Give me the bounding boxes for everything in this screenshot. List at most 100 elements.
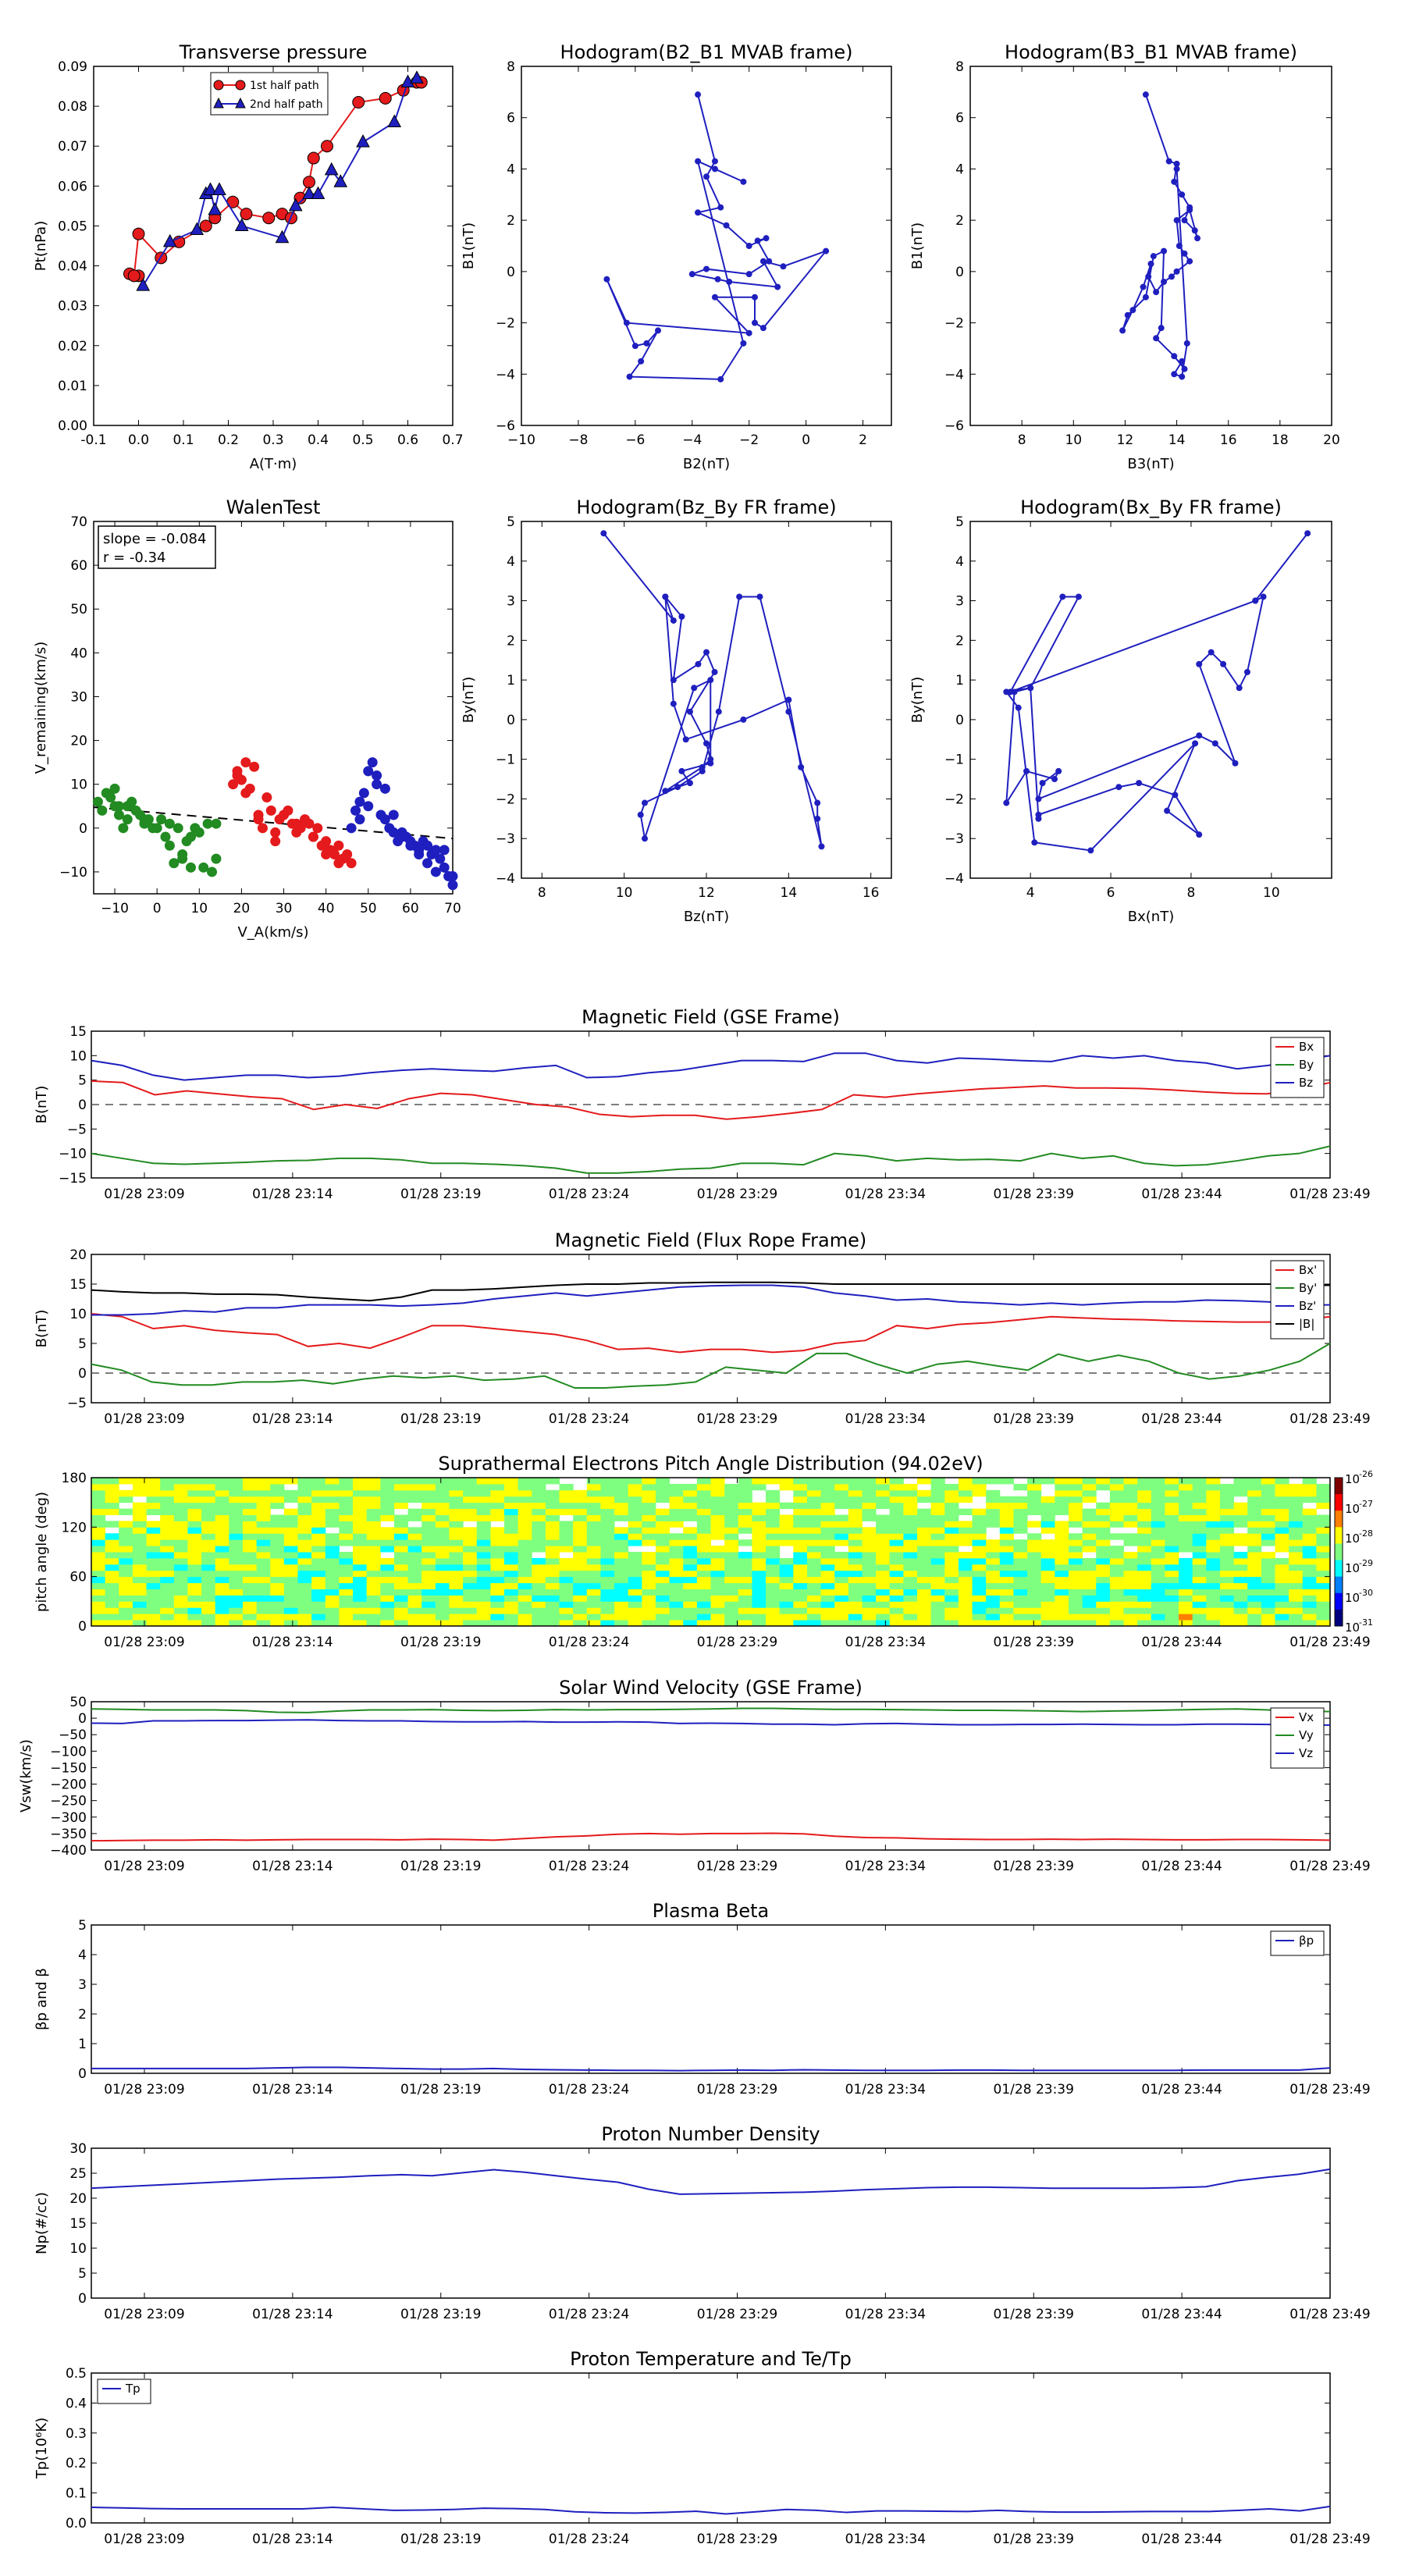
data-point xyxy=(346,823,357,834)
legend-label: Bx' xyxy=(1299,1263,1317,1277)
heatmap-cell xyxy=(642,1601,656,1608)
y-tick-label: 0.1 xyxy=(66,2486,87,2502)
heatmap-cell xyxy=(903,1527,918,1534)
y-tick-label: 25 xyxy=(69,2166,87,2182)
heatmap-cell xyxy=(710,1564,725,1571)
heatmap-cell xyxy=(215,1614,229,1621)
heatmap-cell xyxy=(655,1614,670,1621)
heatmap-cell xyxy=(793,1521,808,1528)
heatmap-cell xyxy=(366,1564,381,1571)
heatmap-cell xyxy=(972,1564,987,1571)
heatmap-cell xyxy=(986,1546,1001,1553)
heatmap-cell xyxy=(504,1539,519,1546)
heatmap-cell xyxy=(545,1620,560,1627)
heatmap-cell xyxy=(1192,1582,1207,1589)
heatmap-cell xyxy=(380,1595,395,1602)
x-tick-label: 18 xyxy=(1272,432,1289,448)
heatmap-cell xyxy=(958,1496,973,1503)
heatmap-cell xyxy=(1123,1533,1138,1540)
heatmap-cell xyxy=(1179,1620,1193,1627)
heatmap-cell xyxy=(325,1521,340,1528)
data-point xyxy=(723,222,730,229)
colorbar-tick: 10 xyxy=(1345,1472,1360,1486)
data-point xyxy=(736,593,743,600)
heatmap-cell xyxy=(1123,1564,1138,1571)
heatmap-cell xyxy=(848,1620,863,1627)
y-tick-label: 2 xyxy=(507,633,515,649)
heatmap-cell xyxy=(435,1546,450,1553)
heatmap-cell xyxy=(270,1595,285,1602)
heatmap-cell xyxy=(393,1502,409,1510)
data-point xyxy=(1220,660,1227,667)
colorbar-tick: 10 xyxy=(1345,1561,1360,1575)
heatmap-cell xyxy=(1068,1533,1083,1540)
heatmap-cell xyxy=(270,1546,285,1553)
heatmap-cell xyxy=(1109,1552,1124,1559)
heatmap-cell xyxy=(490,1589,505,1596)
heatmap-cell xyxy=(463,1570,478,1578)
data-point xyxy=(321,836,332,847)
plot-frame xyxy=(521,521,892,879)
heatmap-cell xyxy=(242,1595,258,1602)
heatmap-cell xyxy=(862,1514,877,1521)
heatmap-cell xyxy=(490,1514,505,1521)
heatmap-cell xyxy=(449,1546,464,1553)
heatmap-cell xyxy=(545,1527,560,1534)
heatmap-cell xyxy=(1192,1483,1207,1491)
x-tick-label: 01/28 23:09 xyxy=(104,1411,184,1427)
data-point xyxy=(139,814,150,825)
data-point xyxy=(379,814,390,825)
heatmap-cell xyxy=(559,1576,574,1584)
heatmap-cell xyxy=(917,1614,932,1621)
heatmap-cell xyxy=(1206,1582,1221,1589)
y-axis-label: B1(nT) xyxy=(461,222,477,269)
heatmap-cell xyxy=(793,1620,808,1627)
heatmap-cell xyxy=(407,1539,422,1546)
heatmap-cell xyxy=(407,1576,422,1584)
heatmap-cell xyxy=(1013,1527,1028,1534)
heatmap-cell xyxy=(380,1502,395,1510)
heatmap-cell xyxy=(889,1508,904,1515)
heatmap-cell xyxy=(642,1489,656,1497)
heatmap-cell xyxy=(806,1533,822,1540)
heatmap-cell xyxy=(779,1620,794,1627)
heatmap-cell xyxy=(242,1601,258,1608)
heatmap-cell xyxy=(393,1539,409,1546)
heatmap-cell xyxy=(1289,1557,1304,1565)
heatmap-cell xyxy=(683,1570,698,1578)
heatmap-cell xyxy=(105,1582,119,1589)
heatmap-cell xyxy=(642,1508,656,1515)
heatmap-cell xyxy=(986,1496,1001,1503)
heatmap-cell xyxy=(1275,1533,1289,1540)
y-tick-label: 4 xyxy=(507,554,515,570)
x-tick-label: 01/28 23:29 xyxy=(697,1859,777,1874)
data-point xyxy=(435,853,446,864)
heatmap-cell xyxy=(806,1589,822,1596)
heatmap-cell xyxy=(710,1483,725,1491)
heatmap-cell xyxy=(1192,1570,1207,1578)
heatmap-cell xyxy=(930,1620,945,1627)
heatmap-cell xyxy=(1275,1546,1289,1553)
heatmap-cell xyxy=(283,1601,298,1608)
heatmap-cell xyxy=(545,1478,560,1485)
y-tick-label: 0.4 xyxy=(66,2396,87,2411)
heatmap-cell xyxy=(297,1483,312,1491)
heatmap-cell xyxy=(766,1620,781,1627)
heatmap-cell xyxy=(820,1576,835,1584)
heatmap-cell xyxy=(683,1514,698,1521)
heatmap-cell xyxy=(476,1546,491,1553)
heatmap-cell xyxy=(917,1564,932,1571)
heatmap-cell xyxy=(1261,1483,1275,1491)
heatmap-cell xyxy=(1040,1614,1055,1621)
heatmap-cell xyxy=(490,1582,505,1589)
heatmap-cell xyxy=(628,1576,642,1584)
x-tick-label: 20 xyxy=(1323,432,1340,448)
heatmap-cell xyxy=(353,1483,368,1491)
heatmap-cell xyxy=(297,1527,312,1534)
heatmap-cell xyxy=(146,1478,161,1485)
heatmap-cell xyxy=(958,1620,973,1627)
heatmap-cell xyxy=(215,1601,229,1608)
heatmap-cell xyxy=(917,1521,932,1528)
heatmap-cell xyxy=(752,1546,767,1553)
heatmap-cell xyxy=(1013,1589,1028,1596)
